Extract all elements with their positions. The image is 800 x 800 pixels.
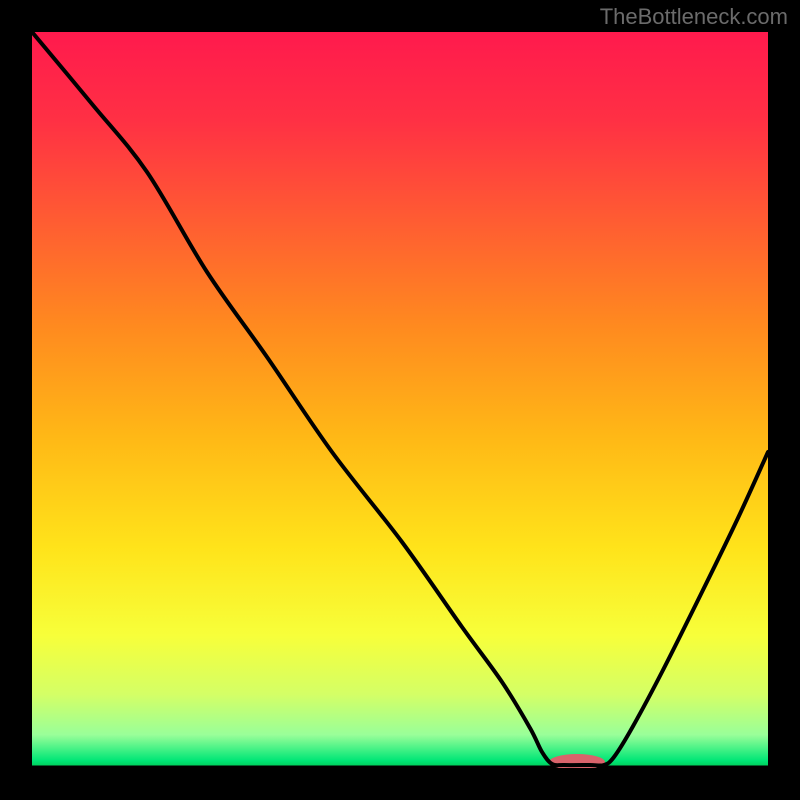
chart-root: { "watermark": { "text": "TheBottleneck.…	[0, 0, 800, 800]
plot-area	[32, 32, 768, 768]
gradient-background	[32, 32, 768, 768]
chart-svg	[32, 32, 768, 768]
watermark-text: TheBottleneck.com	[600, 4, 788, 30]
